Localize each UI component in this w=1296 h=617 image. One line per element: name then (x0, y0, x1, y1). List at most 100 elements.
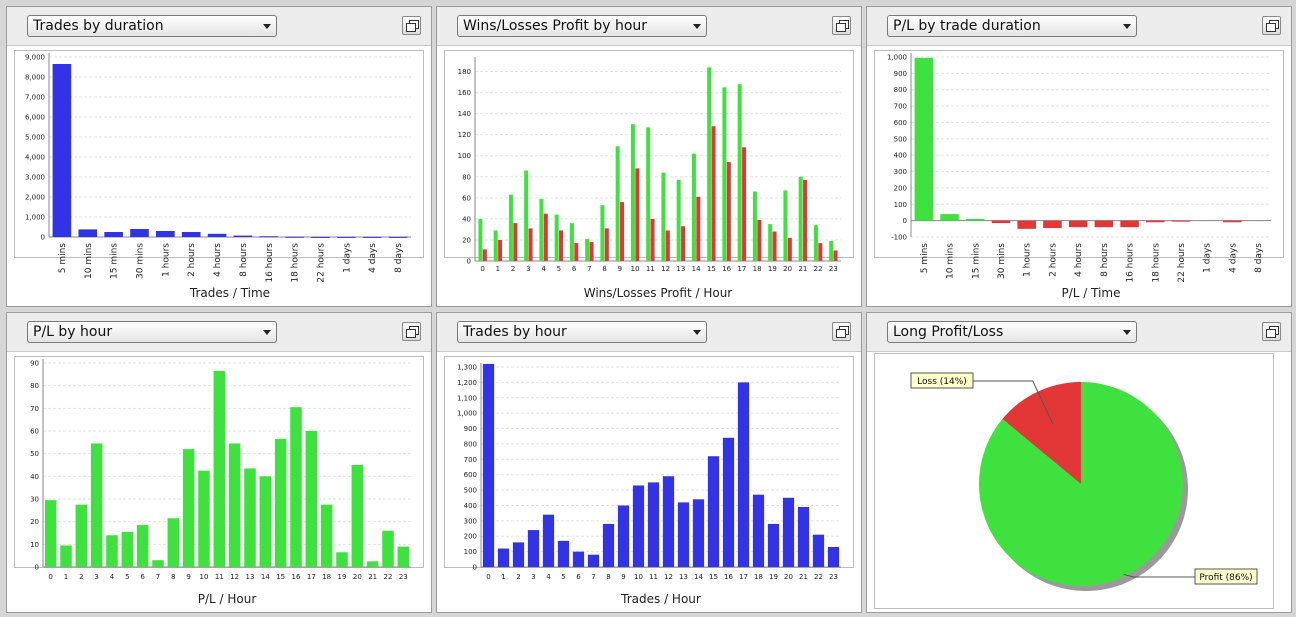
bar (167, 518, 180, 567)
x-tick-label: 16 (724, 573, 733, 581)
y-tick-label: 600 (894, 119, 907, 127)
x-tick-label: 3 (531, 573, 535, 581)
y-tick-label: 100 (894, 201, 907, 209)
x-tick-label: 5 mins (58, 243, 68, 274)
y-tick-label: 5,000 (25, 134, 45, 142)
bar (1120, 220, 1139, 228)
chart-selector-label: P/L by trade duration (893, 18, 1041, 34)
x-tick-label: 22 hours (317, 243, 327, 283)
bar (681, 226, 686, 261)
restore-window-icon[interactable] (832, 16, 851, 35)
bar (152, 560, 164, 567)
chevron-down-icon (693, 24, 701, 29)
bar (646, 127, 651, 261)
x-tick-label: 1 (501, 573, 505, 581)
x-tick-label: 17 (739, 573, 748, 581)
restore-window-icon[interactable] (1262, 16, 1281, 35)
y-tick-label: 0 (903, 217, 907, 225)
x-tick-label: 2 (516, 573, 520, 581)
chart-selector[interactable]: P/L by hour (27, 321, 277, 343)
x-tick-label: 16 (292, 573, 301, 581)
x-axis-title: Wins/Losses Profit / Hour (584, 286, 733, 300)
bar (632, 485, 645, 567)
x-tick-label: 7 (591, 573, 595, 581)
bar (482, 249, 487, 261)
x-tick-label: 22 hours (1177, 243, 1187, 283)
y-tick-label: 6,000 (25, 114, 45, 122)
bar (615, 146, 620, 261)
bar (650, 218, 655, 261)
bar (617, 505, 630, 567)
x-tick-label: 8 days (394, 243, 404, 273)
bar (768, 224, 773, 261)
bar (722, 437, 735, 567)
bar (482, 363, 495, 567)
y-tick-label: 500 (464, 487, 477, 495)
chart-selector[interactable]: P/L by trade duration (887, 15, 1137, 37)
bar (259, 476, 272, 567)
bar (711, 126, 716, 262)
bar (752, 191, 757, 261)
restore-window-icon[interactable] (402, 322, 421, 341)
restore-window-icon[interactable] (1262, 322, 1281, 341)
bar (620, 202, 625, 261)
x-tick-label: 19 (768, 265, 777, 273)
bar (1146, 220, 1165, 223)
bar (818, 243, 823, 261)
bar (737, 382, 750, 567)
chart-selector-label: Trades by duration (33, 18, 164, 34)
y-tick-label: 120 (458, 131, 471, 139)
bar (767, 523, 780, 567)
x-tick-label: 8 days (1254, 243, 1264, 273)
chart-selector-label: Long Profit/Loss (893, 324, 1004, 340)
restore-window-icon[interactable] (402, 16, 421, 35)
x-tick-label: 30 mins (136, 243, 146, 279)
restore-window-icon[interactable] (832, 322, 851, 341)
bar (78, 229, 98, 237)
x-tick-label: 22 (814, 573, 823, 581)
x-tick-label: 20 (783, 265, 792, 273)
chart-selector[interactable]: Trades by hour (457, 321, 707, 343)
x-tick-label: 1 (64, 573, 68, 581)
x-tick-label: 14 (694, 573, 703, 581)
x-tick-label: 9 (186, 573, 190, 581)
x-tick-label: 14 (692, 265, 701, 273)
y-tick-label: 200 (464, 533, 477, 541)
x-tick-label: 2 (511, 265, 515, 273)
bar (1068, 220, 1088, 228)
x-tick-label: 11 (649, 573, 658, 581)
panel-header: Long Profit/Loss (867, 313, 1291, 352)
bar (726, 162, 731, 261)
x-tick-label: 4 hours (1074, 243, 1084, 277)
bar (60, 545, 72, 567)
bar (213, 370, 226, 567)
long-profit-loss-pie: Loss (14%) Profit (86%) (910, 372, 1258, 591)
chart-selector[interactable]: Wins/Losses Profit by hour (457, 15, 707, 37)
x-tick-label: 10 (631, 265, 640, 273)
bar (635, 168, 640, 261)
x-tick-label: 2 hours (1048, 243, 1058, 277)
x-tick-label: 16 hours (1126, 243, 1136, 283)
bar (737, 84, 742, 261)
y-tick-label: 80 (30, 382, 39, 390)
y-tick-label: 200 (894, 184, 907, 192)
x-tick-label: 18 (754, 573, 763, 581)
x-tick-label: 4 hours (213, 243, 223, 277)
bar (572, 551, 585, 567)
x-tick-label: 1 (496, 265, 500, 273)
chart-selector[interactable]: Trades by duration (27, 15, 277, 37)
bar (90, 443, 103, 567)
y-tick-label: 10 (30, 541, 39, 549)
chart-selector-label: P/L by hour (33, 324, 113, 340)
bar (121, 531, 134, 567)
bar (182, 449, 195, 567)
y-tick-label: 0 (41, 234, 45, 242)
x-tick-label: 19 (769, 573, 778, 581)
bar (1043, 220, 1062, 228)
panel-pl-by-trade-duration: P/L by trade duration -100 0 100 200 300 400 5… (866, 6, 1292, 307)
x-tick-label: 30 mins (997, 243, 1007, 279)
y-tick-label: 600 (464, 471, 477, 479)
chart-selector[interactable]: Long Profit/Loss (887, 321, 1137, 343)
x-tick-label: 15 (707, 265, 716, 273)
x-tick-label: 15 (276, 573, 285, 581)
